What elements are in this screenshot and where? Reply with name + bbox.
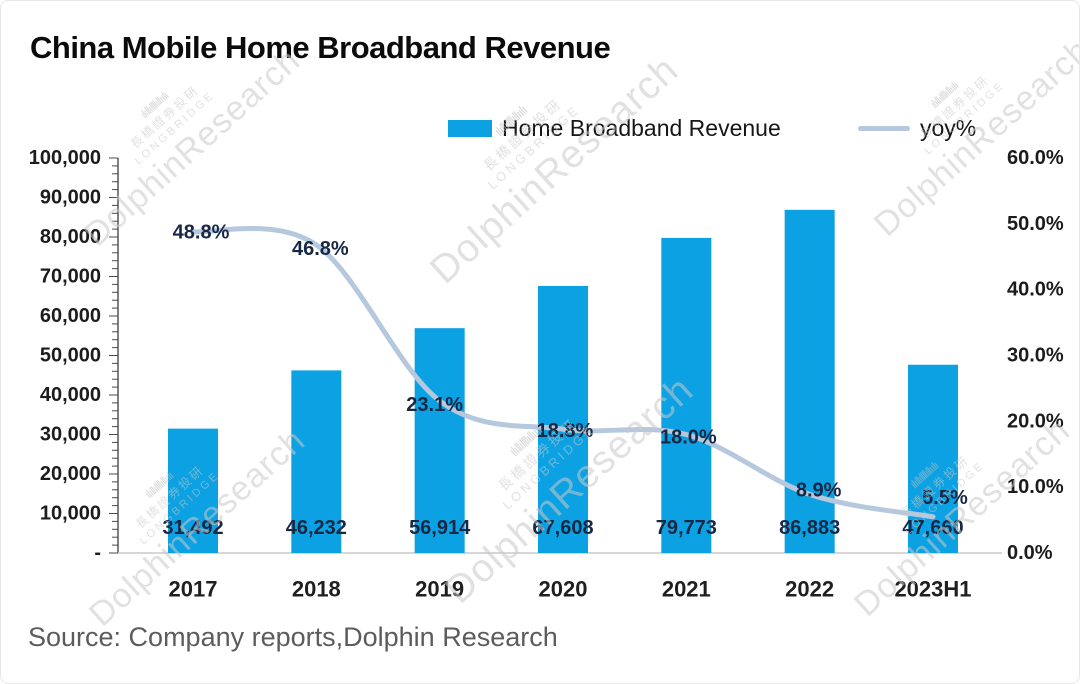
- yoy-value-label: 18.0%: [660, 427, 717, 449]
- legend-label-yoy: yoy%: [920, 114, 977, 141]
- y-axis-tick-label: -: [94, 542, 101, 564]
- line-series-swatch: [858, 125, 910, 131]
- y-axis-tick-label: 90,000: [40, 187, 101, 209]
- y2-axis-tick-label: 60.0%: [1007, 147, 1064, 169]
- bar-value-label: 31,492: [162, 517, 223, 539]
- y-axis-tick-label: 100,000: [29, 147, 101, 169]
- yoy-value-label: 23.1%: [406, 394, 463, 416]
- legend-item-revenue: Home Broadband Revenue: [448, 112, 781, 144]
- bar-value-label: 67,608: [532, 517, 593, 539]
- y-axis-tick-label: 20,000: [40, 463, 101, 485]
- legend-label-revenue: Home Broadband Revenue: [502, 114, 781, 141]
- y-axis-tick-label: 50,000: [40, 345, 101, 367]
- y-axis-tick-label: 80,000: [40, 226, 101, 248]
- x-axis-tick-label: 2022: [785, 577, 834, 602]
- yoy-value-label: 8.9%: [796, 479, 842, 501]
- yoy-value-label: 46.8%: [292, 238, 349, 260]
- y-axis-tick-label: 60,000: [40, 305, 101, 327]
- bar-2020: [537, 285, 588, 553]
- bar-2021: [661, 237, 712, 553]
- x-axis-tick-label: 2023H1: [894, 577, 971, 602]
- bar-2023H1: [907, 364, 958, 553]
- y-axis-tick-label: 40,000: [40, 384, 101, 406]
- bar-2018: [291, 370, 342, 553]
- y2-axis-tick-label: 10.0%: [1007, 476, 1064, 498]
- bar-value-label: 79,773: [656, 517, 717, 539]
- y2-axis-tick-label: 0.0%: [1007, 542, 1053, 564]
- y2-axis-tick-label: 20.0%: [1007, 410, 1064, 432]
- yoy-value-label: 18.8%: [537, 420, 594, 442]
- yoy-line: [190, 226, 936, 520]
- x-axis-tick-label: 2021: [662, 577, 711, 602]
- y2-axis-tick-label: 50.0%: [1007, 213, 1064, 235]
- y-axis-tick-label: 10,000: [40, 503, 101, 525]
- bar-2019: [414, 328, 465, 553]
- bar-value-label: 47,660: [902, 517, 963, 539]
- yoy-value-label: 48.8%: [173, 222, 230, 244]
- legend: Home Broadband Revenue yoy%: [0, 112, 1080, 144]
- x-axis-tick-label: 2018: [292, 577, 341, 602]
- y-axis-tick-label: 30,000: [40, 424, 101, 446]
- bar-value-label: 86,883: [779, 517, 840, 539]
- y2-axis-tick-label: 30.0%: [1007, 345, 1064, 367]
- bar-value-label: 56,914: [409, 517, 471, 539]
- y-axis-tick-label: 70,000: [40, 266, 101, 288]
- x-axis-tick-label: 2017: [169, 577, 218, 602]
- yoy-value-label: 5.5%: [922, 487, 968, 509]
- y2-axis-tick-label: 40.0%: [1007, 279, 1064, 301]
- source-note: Source: Company reports,Dolphin Research: [28, 622, 558, 652]
- bar-2017: [168, 428, 218, 553]
- chart-title: China Mobile Home Broadband Revenue: [30, 30, 611, 65]
- bar-series-swatch: [448, 119, 492, 137]
- x-axis-tick-label: 2020: [539, 577, 588, 602]
- bar-value-label: 46,232: [286, 517, 347, 539]
- x-axis-tick-label: 2019: [415, 577, 464, 602]
- legend-item-yoy: yoy%: [858, 112, 976, 144]
